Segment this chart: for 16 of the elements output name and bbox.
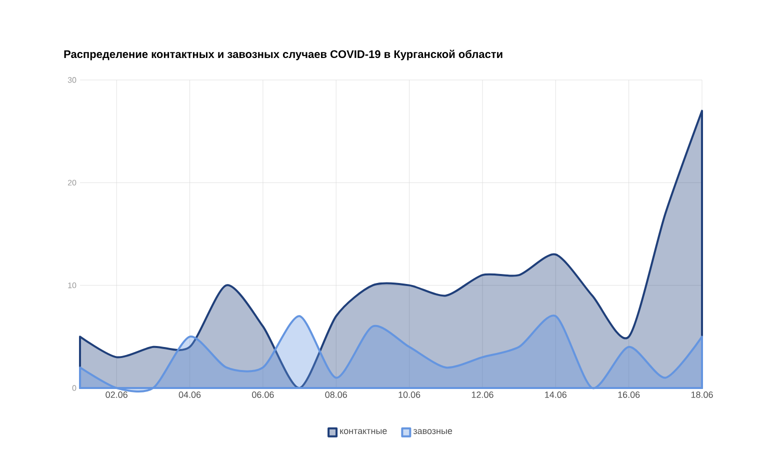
- x-tick-label: 08.06: [325, 392, 347, 398]
- x-tick-label: 16.06: [618, 392, 640, 398]
- x-tick-label: 12.06: [472, 392, 494, 398]
- x-tick-label: 06.06: [252, 392, 274, 398]
- y-tick-label: 20: [68, 180, 76, 186]
- y-tick-label: 30: [68, 77, 76, 83]
- x-tick-label: 04.06: [178, 392, 201, 398]
- x-tick-label: 10.06: [398, 392, 420, 398]
- chart-title: Распределение контактных и завозных случаев COVID-19 в Курганской области: [64, 50, 502, 60]
- x-tick-label: 02.06: [106, 392, 128, 398]
- x-tick-label: 14.06: [545, 392, 567, 398]
- legend-label: контактные: [340, 429, 387, 434]
- y-tick-label: 10: [68, 282, 76, 288]
- legend-label: завозные: [413, 429, 452, 434]
- y-tick-label: 0: [72, 385, 76, 391]
- x-tick-label: 18.06: [691, 392, 713, 398]
